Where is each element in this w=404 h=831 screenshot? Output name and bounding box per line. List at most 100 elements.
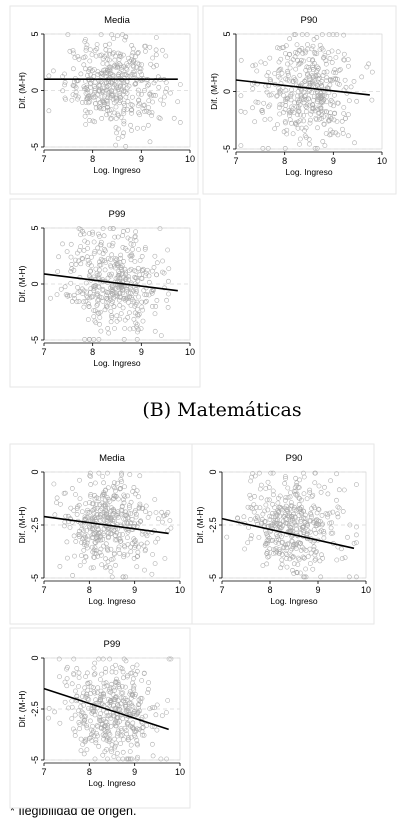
scatter-point bbox=[76, 720, 82, 725]
scatter-point bbox=[106, 65, 112, 70]
scatter-point bbox=[110, 556, 116, 562]
scatter-point bbox=[336, 505, 342, 511]
scatter-point bbox=[139, 276, 145, 282]
scatter-point bbox=[322, 109, 327, 114]
scatter-point bbox=[238, 57, 244, 63]
scatter-point bbox=[70, 48, 76, 53]
scatter-point bbox=[331, 69, 336, 75]
scatter-point bbox=[336, 82, 342, 87]
scatter-point bbox=[121, 118, 127, 124]
scatter-point bbox=[119, 732, 125, 738]
scatter-point bbox=[57, 720, 63, 726]
scatter-point bbox=[141, 671, 147, 676]
scatter-point bbox=[62, 80, 68, 85]
scatter-point bbox=[75, 96, 80, 102]
scatter-point bbox=[335, 100, 340, 106]
scatter-point bbox=[128, 742, 134, 748]
scatter-point bbox=[122, 102, 128, 108]
scatter-point bbox=[114, 130, 119, 136]
scatter-point bbox=[78, 736, 84, 742]
scatter-point bbox=[118, 690, 124, 696]
scatter-point bbox=[154, 727, 160, 733]
scatter-point bbox=[86, 273, 92, 279]
scatter-point bbox=[255, 100, 261, 105]
scatter-point bbox=[101, 514, 107, 519]
scatter-point bbox=[275, 500, 281, 506]
scatter-point bbox=[136, 294, 141, 300]
scatter-point bbox=[123, 269, 128, 275]
scatter-point bbox=[293, 491, 298, 497]
scatter-point bbox=[282, 146, 288, 151]
scatter-point bbox=[335, 504, 341, 510]
scatter-point bbox=[328, 530, 334, 536]
scatter-point bbox=[158, 756, 164, 762]
scatter-point bbox=[97, 502, 102, 507]
scatter-point bbox=[109, 531, 114, 536]
scatter-point bbox=[101, 680, 107, 686]
scatter-point bbox=[259, 517, 265, 522]
scatter-point bbox=[96, 310, 102, 316]
scatter-point bbox=[279, 557, 285, 563]
scatter-point bbox=[285, 541, 291, 547]
scatter-point bbox=[89, 738, 95, 743]
scatter-point bbox=[303, 67, 309, 73]
scatter-point bbox=[308, 510, 313, 516]
scatter-point bbox=[87, 290, 93, 295]
scatter-point bbox=[298, 547, 304, 553]
scatter-point bbox=[102, 502, 108, 508]
scatter-point bbox=[328, 127, 333, 133]
scatter-point bbox=[113, 276, 119, 281]
scatter-point bbox=[104, 52, 109, 58]
scatter-point bbox=[92, 531, 97, 536]
scatter-point bbox=[82, 337, 87, 342]
scatter-point bbox=[260, 146, 266, 151]
scatter-point bbox=[288, 518, 294, 524]
scatter-point bbox=[120, 290, 126, 296]
scatter-point bbox=[94, 46, 100, 52]
scatter-point bbox=[118, 114, 124, 120]
scatter-point bbox=[122, 317, 128, 323]
scatter-point bbox=[114, 85, 120, 91]
scatter-point bbox=[277, 102, 283, 108]
scatter-point bbox=[71, 292, 77, 298]
scatter-point bbox=[273, 521, 279, 526]
scatter-point bbox=[87, 524, 93, 530]
scatter-point bbox=[307, 529, 313, 535]
scatter-point bbox=[109, 88, 114, 94]
scatter-point bbox=[264, 73, 270, 79]
scatter-point bbox=[128, 102, 134, 107]
y-tick-label: 0 bbox=[208, 469, 218, 474]
scatter-point bbox=[110, 665, 115, 671]
scatter-point bbox=[293, 66, 299, 72]
scatter-point bbox=[71, 267, 77, 273]
scatter-point bbox=[297, 477, 302, 483]
scatter-point bbox=[146, 98, 152, 104]
scatter-point bbox=[302, 555, 307, 561]
scatter-point bbox=[102, 80, 108, 86]
scatter-point bbox=[250, 105, 255, 111]
scatter-point bbox=[135, 549, 141, 555]
scatter-point bbox=[327, 510, 333, 516]
scatter-point bbox=[85, 509, 91, 515]
scatter-point bbox=[287, 65, 293, 71]
scatter-point bbox=[130, 692, 135, 698]
y-tick-label: -5 bbox=[30, 336, 40, 344]
scatter-point bbox=[116, 756, 121, 762]
y-axis-label: Dif. (M-H) bbox=[17, 690, 27, 727]
scatter-point bbox=[87, 500, 92, 505]
scatter-point bbox=[265, 554, 271, 560]
scatter-point bbox=[153, 78, 158, 83]
scatter-point bbox=[76, 299, 82, 304]
scatter-point bbox=[123, 276, 128, 282]
scatter-point bbox=[72, 296, 77, 301]
scatter-point bbox=[339, 118, 345, 124]
scatter-point bbox=[276, 537, 282, 542]
scatter-point bbox=[300, 554, 306, 560]
scatter-point bbox=[101, 480, 106, 486]
scatter-point bbox=[127, 749, 133, 754]
scatter-point bbox=[85, 317, 91, 322]
scatter-point bbox=[120, 83, 126, 89]
scatter-point bbox=[70, 92, 76, 98]
scatter-point bbox=[112, 493, 117, 499]
x-tick-label: 8 bbox=[267, 585, 272, 595]
